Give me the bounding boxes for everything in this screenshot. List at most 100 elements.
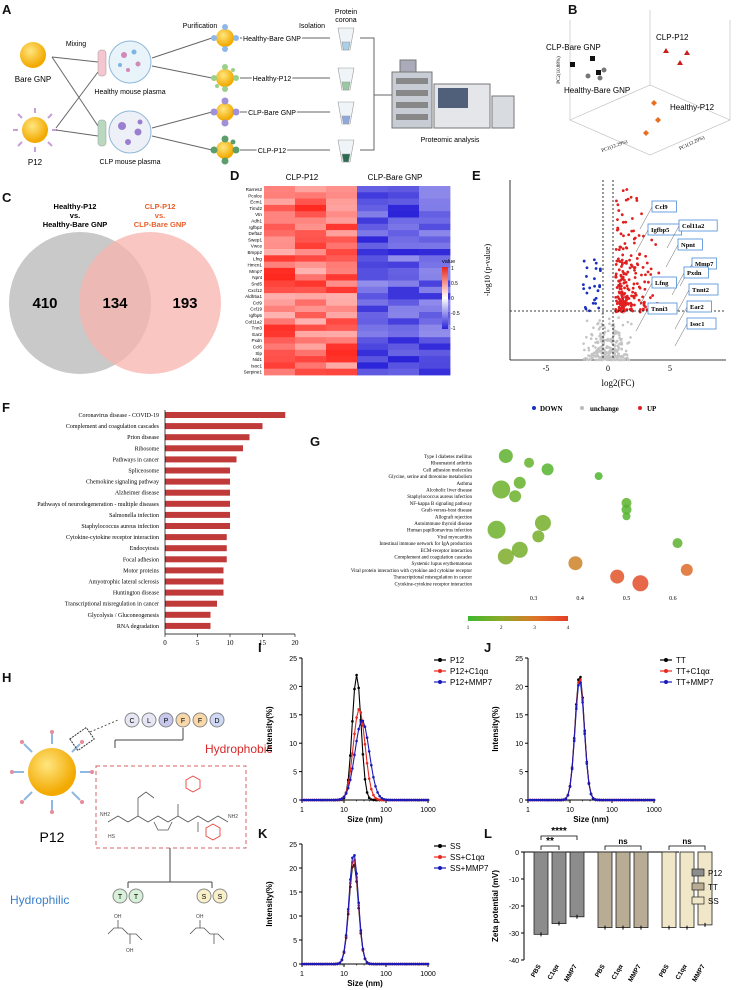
volcano-point-up [621, 247, 625, 251]
dls-point [589, 792, 593, 796]
volcano-point-up [627, 297, 631, 300]
volcano-point-up [626, 287, 630, 291]
volcano-point-up [627, 233, 631, 237]
heatmap-cell [295, 267, 327, 275]
heatmap-cell [295, 192, 327, 199]
go-term-label: Staphylococcus aureus infection [407, 495, 472, 500]
heatmap-cell [326, 261, 358, 269]
bare-gnp-label: Bare GNP [15, 75, 51, 84]
go-bubble [594, 472, 603, 481]
dls-point [547, 798, 551, 802]
heatmap-cell [388, 299, 420, 307]
heatmap-cell [388, 312, 420, 319]
volcano-point-unchange [596, 322, 599, 326]
volcano-point-up [651, 294, 655, 297]
dls-point [332, 798, 335, 802]
dls-point [585, 762, 589, 765]
heatmap-cell [419, 286, 451, 294]
dls-point [342, 950, 346, 953]
heatmap-cell [295, 312, 327, 319]
zeta-category-label: MMP7 [691, 963, 707, 983]
heatmap-legend-bar [442, 267, 448, 329]
dls-y-tick-label: 10 [289, 914, 297, 921]
volcano-point-down [597, 306, 601, 310]
volcano-point-unchange [594, 358, 598, 361]
volcano-point-unchange [606, 354, 610, 358]
p12-structure-label: P12 [40, 829, 65, 845]
dls-point [558, 798, 561, 802]
heatmap-legend-tick-3: 0 [451, 296, 454, 302]
heatmap-cell [357, 337, 389, 344]
dls-point [344, 933, 348, 937]
volcano-point-unchange [613, 352, 617, 356]
dls-point [384, 962, 388, 966]
volcano-point-up [624, 272, 628, 276]
residue-f2: F [198, 718, 202, 725]
heatmap-cell [419, 368, 451, 376]
dls-point [648, 798, 652, 802]
dls-point [412, 798, 415, 802]
panel-label-e: E [472, 168, 481, 183]
heatmap-cell [326, 186, 358, 193]
volcano-point-up [619, 273, 623, 277]
dls-series-line [302, 863, 428, 965]
heatmap-cell [264, 362, 296, 370]
go-term-label: NF-kappa B signaling pathway [410, 502, 473, 507]
residue-t1: T [118, 894, 123, 901]
kegg-bar [165, 489, 230, 496]
volcano-point-up [623, 286, 626, 290]
volcano-point-down [581, 283, 585, 287]
venn-left-title-1: Healthy-P12 [54, 202, 97, 211]
dls-point [349, 878, 352, 881]
heatmap-cell [326, 293, 358, 300]
kegg-term-label: Huntington disease [113, 591, 159, 597]
heatmap-cell [326, 223, 358, 231]
zeta-significance-bracket [540, 835, 578, 840]
dls-y-tick-label: 25 [289, 656, 297, 663]
dls-point [646, 798, 649, 802]
dls-y-tick-label: 15 [515, 713, 523, 720]
heatmap-gene-label: Defta2 [248, 231, 262, 236]
volcano-label-box [651, 276, 677, 289]
dls-point [405, 798, 409, 802]
kegg-term-label: Ribosome [135, 446, 160, 452]
volcano-point-unchange [587, 346, 590, 350]
volcano-point-up [628, 266, 632, 270]
venn-right-circle [79, 232, 221, 374]
volcano-point-up [621, 270, 625, 273]
volcano-point-up [632, 303, 636, 307]
go-term-label: Asthma [456, 482, 472, 487]
dls-point [376, 798, 379, 801]
volcano-point-unchange [621, 323, 625, 327]
panel-label-k: K [258, 826, 268, 841]
panel-label-l: L [484, 826, 492, 841]
heatmap-cell [264, 318, 296, 325]
dls-series-line [302, 720, 428, 801]
go-legend-tick: 3 [533, 626, 536, 631]
venn-left-count: 410 [32, 295, 57, 312]
dls-point [353, 753, 356, 757]
dls-point [631, 798, 635, 802]
volcano-label-leader [639, 282, 653, 306]
volcano-point-up [618, 300, 622, 304]
dls-x-tick-label: 1000 [646, 807, 662, 814]
zeta-y-tick-label: -30 [509, 931, 519, 938]
go-bubble [513, 476, 526, 489]
residue-s2: S [218, 894, 223, 901]
panel-label-i: I [258, 640, 262, 655]
volcano-point-up [620, 305, 624, 309]
volcano-point-unchange [609, 346, 612, 350]
volcano-point-unchange [616, 356, 619, 360]
heatmap-cell [419, 198, 451, 206]
heatmap-cell [419, 337, 451, 344]
volcano-point-unchange [620, 337, 623, 341]
heatmap-cell [326, 356, 358, 363]
healthy-p12-corona-icon [211, 64, 239, 92]
dls-point [351, 856, 354, 860]
volcano-point-up [616, 218, 619, 222]
volcano-point-up [649, 267, 653, 271]
pca-points-healthy-p12 [643, 100, 661, 136]
volcano-point-down [599, 269, 602, 273]
heatmap-gene-label: Ecm1 [250, 200, 262, 205]
volcano-point-up [620, 258, 624, 262]
